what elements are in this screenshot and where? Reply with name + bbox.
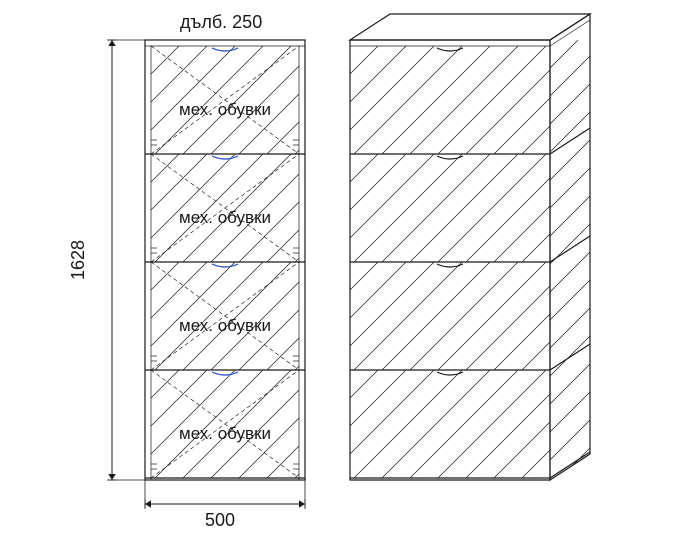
compartment-label-2: мех. обувки xyxy=(145,208,305,228)
diagram-canvas: дълб. 250 1628 500 мех. обувки мех. обув… xyxy=(0,0,700,550)
width-label: 500 xyxy=(205,510,235,531)
iso-view xyxy=(110,14,700,480)
compartment-label-1: мех. обувки xyxy=(145,100,305,120)
diagram-svg xyxy=(0,0,700,550)
compartment-label-4: мех. обувки xyxy=(145,424,305,444)
height-label: 1628 xyxy=(68,240,89,280)
compartment-label-3: мех. обувки xyxy=(145,316,305,336)
depth-label: дълб. 250 xyxy=(180,12,262,33)
